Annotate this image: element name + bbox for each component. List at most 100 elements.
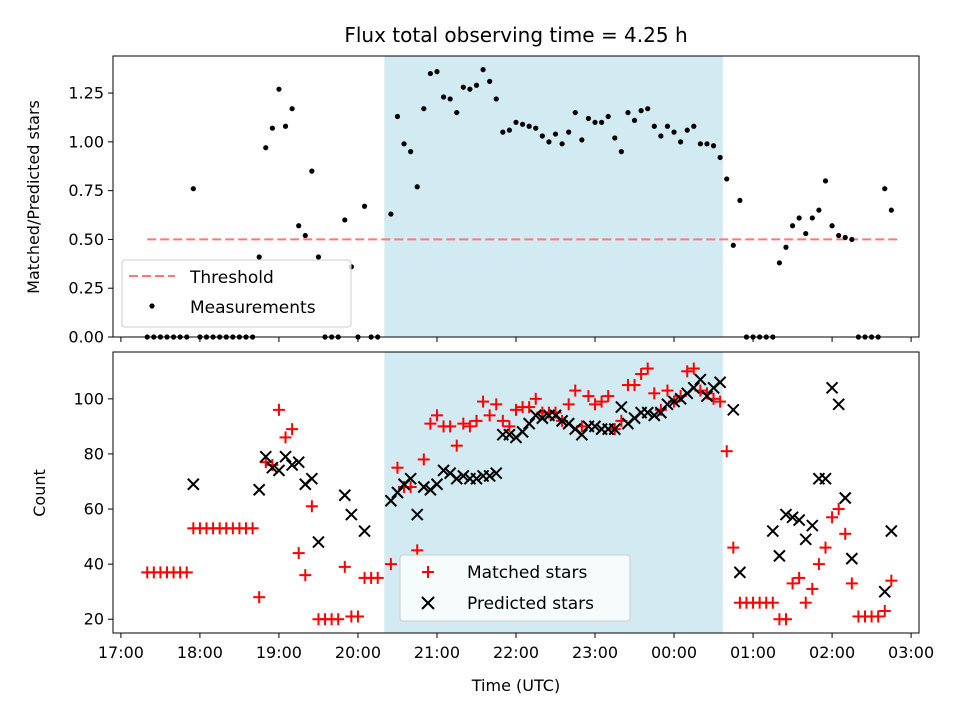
bottom-legend: Matched stars Predicted stars — [399, 554, 631, 622]
matched-star-point — [470, 414, 483, 427]
matched-star-point — [687, 362, 700, 375]
predicted-star-point — [694, 373, 707, 386]
predicted-star-point — [700, 389, 714, 403]
matched-star-point — [503, 420, 516, 433]
matched-star-point — [305, 500, 318, 513]
bottom-x-ticks: 17:00 18:00 19:00 20:00 21:00 22:00 23:00 00:00… — [98, 633, 934, 662]
matched-star-point — [839, 527, 852, 540]
measurement-point — [710, 143, 717, 149]
matched-star-point — [819, 541, 832, 554]
predicted-marker-b — [885, 524, 898, 538]
predicted-marker-b — [266, 461, 279, 474]
predicted-star-point — [792, 513, 806, 527]
predicted-marker-b — [845, 552, 859, 565]
measurement-point — [289, 106, 295, 112]
legend-measurements-swatch — [149, 303, 155, 309]
predicted-star-point — [187, 478, 200, 491]
predicted-star-point — [806, 519, 819, 532]
bottom-axes-frame — [112, 351, 920, 634]
predicted-marker-b — [490, 467, 503, 480]
predicted-marker-b — [345, 508, 358, 521]
measurement-point — [539, 133, 545, 139]
legend-threshold-label: Threshold — [189, 268, 274, 288]
predicted-marker-b — [483, 469, 496, 483]
predicted-marker-b — [700, 389, 714, 403]
predicted-marker-b — [562, 417, 575, 430]
predicted-marker-b — [503, 428, 516, 441]
measurement-point — [724, 176, 730, 182]
predicted-star-point — [799, 533, 812, 546]
matched-stars-points — [141, 362, 898, 626]
matched-star-point — [727, 541, 740, 554]
predicted-marker-b — [799, 533, 812, 546]
measurement-point — [816, 207, 822, 213]
x-tick-label: 22:00 — [493, 643, 539, 662]
predicted-star-point — [285, 458, 299, 472]
matched-star-point — [582, 390, 595, 403]
matched-star-point — [786, 577, 799, 590]
measurement-point — [717, 154, 723, 161]
matched-star-point — [253, 591, 266, 604]
measurement-point — [552, 131, 559, 137]
predicted-marker-b — [694, 373, 707, 386]
measurement-point — [427, 70, 433, 77]
predicted-star-point — [555, 414, 569, 428]
matched-star-point — [490, 398, 503, 411]
measurement-point — [361, 203, 368, 209]
matched-star-point — [483, 409, 496, 422]
top-legend-box — [121, 259, 352, 328]
predicted-marker-b — [272, 464, 286, 477]
measurement-point — [394, 113, 401, 120]
predicted-star-point — [529, 409, 542, 422]
predicted-star-point — [279, 450, 292, 463]
matched-star-point — [872, 610, 885, 623]
measurement-point — [803, 230, 809, 237]
top-y-ticks: 0.00 0.25 0.50 0.75 1.00 1.25 — [68, 84, 113, 347]
measurement-point — [276, 86, 282, 92]
predicted-marker-b — [292, 455, 305, 469]
measurement-point — [414, 184, 420, 190]
matched-star-point — [384, 558, 397, 571]
predicted-marker-b — [832, 398, 845, 411]
predicted-star-point — [536, 411, 549, 425]
matched-star-point — [878, 604, 891, 617]
predicted-star-point — [272, 464, 286, 477]
measurement-point — [625, 109, 631, 116]
matched-star-point — [826, 511, 839, 524]
top-panel: 0.00 0.25 0.50 0.75 1.00 1.25 Matched/Predict… — [24, 55, 920, 347]
matched-star-point — [602, 390, 615, 403]
x-tick-label: 00:00 — [651, 643, 697, 662]
predicted-marker-b — [806, 519, 819, 532]
predicted-star-point — [503, 428, 516, 441]
matched-star-point — [450, 439, 463, 452]
measurement-point — [454, 109, 460, 116]
predicted-star-point — [727, 403, 740, 417]
predicted-marker-b — [687, 381, 701, 395]
matched-star-point — [569, 384, 582, 397]
measurement-point — [315, 254, 322, 260]
bottom-panel: 17:00 18:00 19:00 20:00 21:00 22:00 23:00 00:00… — [30, 351, 934, 695]
measurement-point — [190, 186, 196, 192]
x-tick-label: 18:00 — [177, 643, 223, 662]
matched-star-point — [661, 384, 674, 397]
predicted-star-point — [839, 491, 852, 505]
predicted-marker-b — [648, 409, 661, 422]
predicted-marker-b — [529, 409, 542, 422]
matched-star-point — [279, 431, 292, 444]
predicted-marker-b — [338, 489, 351, 502]
predicted-marker-b — [522, 417, 536, 430]
matched-star-point — [424, 417, 437, 430]
predicted-star-point — [312, 535, 325, 549]
measurement-point — [282, 123, 289, 129]
top-y-axis-label: Matched/Predicted stars — [24, 100, 43, 294]
predicted-marker-b — [285, 458, 299, 472]
predicted-marker-b — [825, 381, 839, 395]
predicted-star-point — [516, 425, 529, 439]
measurement-point — [519, 121, 526, 127]
measurement-point — [480, 67, 486, 73]
predicted-marker-b — [727, 403, 740, 417]
matched-star-point — [779, 613, 792, 626]
measurement-point — [776, 260, 782, 266]
measurement-point — [888, 207, 894, 213]
top-shaded-region — [384, 56, 723, 337]
